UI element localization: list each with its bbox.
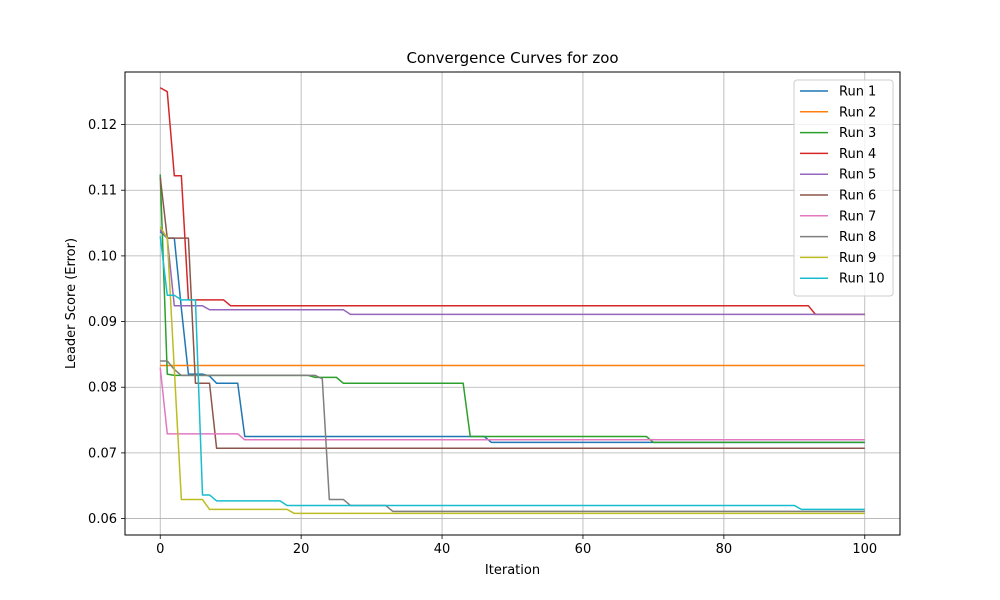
legend-label: Run 7 bbox=[839, 209, 876, 224]
series-line-run-8 bbox=[160, 360, 865, 513]
ticks: 0 20 40 60 80 100 0.06 0.07 0.08 0.09 0.10 0.11 0.12 bbox=[88, 118, 877, 557]
grid bbox=[125, 72, 900, 535]
legend-label: Run 3 bbox=[839, 126, 876, 141]
legend: Run 1 Run 2 Run 3 Run 4 Run 5 Run 6 Run 7 Run 8… bbox=[793, 79, 894, 297]
x-tick-label: 0 bbox=[156, 542, 164, 557]
series-line-run-6 bbox=[159, 176, 865, 450]
x-axis-label: Iteration bbox=[485, 563, 540, 578]
series-line-run-10 bbox=[159, 236, 865, 511]
legend-box bbox=[793, 79, 894, 297]
series-line-run-9 bbox=[159, 226, 865, 515]
x-tick-label: 80 bbox=[716, 542, 733, 557]
series-line-run-3 bbox=[159, 174, 865, 444]
y-tick-label: 0.06 bbox=[88, 512, 117, 527]
legend-label: Run 5 bbox=[839, 168, 876, 183]
y-tick-label: 0.07 bbox=[88, 446, 117, 461]
legend-label: Run 4 bbox=[839, 147, 876, 162]
series-lines bbox=[159, 87, 865, 515]
legend-label: Run 9 bbox=[839, 251, 876, 266]
y-tick-label: 0.09 bbox=[88, 315, 117, 330]
y-axis-label: Leader Score (Error) bbox=[64, 238, 79, 369]
legend-label: Run 6 bbox=[839, 189, 876, 204]
series-line-run-7 bbox=[159, 367, 865, 441]
plot-frame bbox=[124, 71, 901, 536]
x-tick-label: 20 bbox=[293, 542, 310, 557]
legend-label: Run 10 bbox=[839, 272, 885, 287]
y-tick-label: 0.11 bbox=[88, 184, 117, 199]
y-tick-label: 0.10 bbox=[88, 249, 117, 264]
x-tick-label: 60 bbox=[575, 542, 592, 557]
legend-label: Run 2 bbox=[839, 105, 876, 120]
series-line-run-4 bbox=[159, 87, 865, 316]
x-tick-label: 100 bbox=[852, 542, 877, 557]
y-tick-label: 0.08 bbox=[88, 381, 117, 396]
y-tick-label: 0.12 bbox=[88, 118, 117, 133]
x-tick-label: 40 bbox=[434, 542, 451, 557]
legend-label: Run 1 bbox=[839, 85, 876, 100]
chart-title: Convergence Curves for zoo bbox=[406, 49, 618, 67]
legend-label: Run 8 bbox=[839, 230, 876, 245]
